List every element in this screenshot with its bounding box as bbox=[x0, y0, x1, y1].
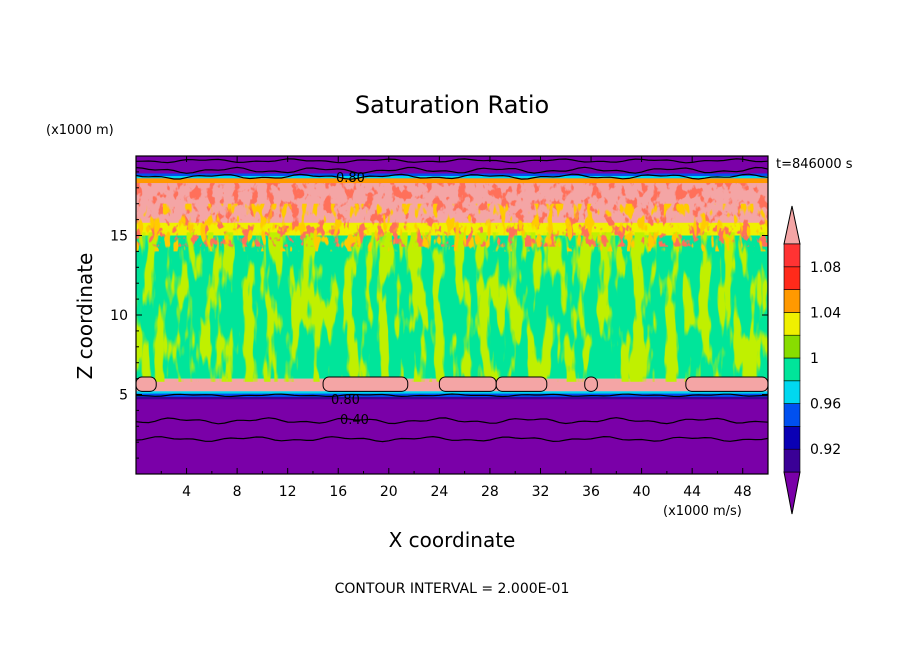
colorbar-box bbox=[783, 448, 801, 473]
transition-band-4 bbox=[136, 393, 768, 397]
x-tick-label: 20 bbox=[380, 484, 398, 500]
y-tick-label: 15 bbox=[110, 229, 128, 245]
y-axis-ticks: 5 10 15 bbox=[110, 171, 768, 459]
x-tick-label: 44 bbox=[683, 484, 701, 500]
x-tick-label: 4 bbox=[182, 484, 191, 500]
colorbar-box bbox=[783, 357, 801, 382]
x-tick-label: 32 bbox=[532, 484, 550, 500]
colorbar-arrow-low bbox=[783, 471, 801, 515]
contour-0.40 bbox=[136, 417, 768, 425]
contour-label-top: 0.80 bbox=[336, 171, 365, 186]
cloud-patch-0 bbox=[136, 376, 157, 392]
x-tick-label: 36 bbox=[582, 484, 600, 500]
colorbar-box bbox=[783, 243, 801, 268]
y-units-label: (x1000 m) bbox=[46, 123, 114, 138]
cloud-patch-1 bbox=[322, 376, 409, 392]
x-tick-label: 8 bbox=[233, 484, 242, 500]
colorbar-box bbox=[783, 334, 801, 359]
transition-band-2 bbox=[136, 173, 768, 176]
transition-band-3 bbox=[136, 391, 768, 394]
cloud-patch-5 bbox=[685, 376, 768, 392]
contour-0.80 bbox=[136, 393, 768, 398]
transition-band-1 bbox=[136, 175, 768, 179]
colorbar-arrow-high bbox=[783, 205, 801, 245]
y-tick-label: 5 bbox=[119, 388, 128, 404]
y-tick-label: 10 bbox=[110, 308, 128, 324]
colorbar-box bbox=[783, 426, 801, 450]
x-tick-label: 28 bbox=[481, 484, 499, 500]
layer-0 bbox=[136, 397, 768, 474]
x-units-label: (x1000 m/s) bbox=[663, 504, 742, 519]
x-tick-label: 24 bbox=[430, 484, 448, 500]
colorbar-box bbox=[783, 380, 801, 404]
colorbar-tick-label: 1 bbox=[810, 351, 819, 367]
contour-interval-footer: CONTOUR INTERVAL = 2.000E-01 bbox=[335, 581, 570, 597]
x-axis-ticks: 4 8 12 16 20 24 28 32 36 40 44 48 bbox=[160, 156, 752, 500]
colorbar-box bbox=[783, 403, 801, 427]
colorbar-tick-label: 0.96 bbox=[810, 397, 841, 413]
contour-low bbox=[136, 435, 768, 443]
transition-band-0 bbox=[136, 178, 768, 184]
x-axis-label: X coordinate bbox=[389, 528, 516, 552]
contour-top-b bbox=[136, 173, 768, 180]
cloud-patch-3 bbox=[495, 376, 548, 392]
x-tick-label: 12 bbox=[279, 484, 297, 500]
near-saturation-texture bbox=[136, 232, 768, 382]
colorbar-tick-label: 1.04 bbox=[810, 305, 841, 321]
colorbar-tick-label: 0.92 bbox=[810, 442, 841, 458]
x-tick-label: 48 bbox=[734, 484, 752, 500]
cloud-patch-2 bbox=[438, 376, 497, 392]
contour-top-c bbox=[136, 158, 768, 164]
colorbar-box bbox=[783, 312, 801, 336]
colorbar: 0.92 0.96 1 1.04 1.08 bbox=[783, 205, 841, 515]
colorbar-box bbox=[783, 266, 801, 290]
cloud-patch-4 bbox=[584, 376, 598, 392]
y-axis-label: Z coordinate bbox=[73, 253, 97, 380]
contour-label-lower-2: 0.40 bbox=[340, 413, 369, 428]
contour-top-a bbox=[136, 166, 768, 174]
chart-title: Saturation Ratio bbox=[355, 91, 549, 119]
transition-band-5 bbox=[136, 396, 768, 400]
contour-field bbox=[136, 156, 768, 474]
x-tick-label: 16 bbox=[329, 484, 347, 500]
colorbar-box bbox=[783, 289, 801, 313]
contour-label-lower-1: 0.80 bbox=[331, 393, 360, 408]
time-label: t=846000 s bbox=[776, 157, 853, 172]
x-tick-label: 40 bbox=[633, 484, 651, 500]
supersaturation-texture-orange bbox=[136, 203, 768, 252]
colorbar-tick-label: 1.08 bbox=[810, 260, 841, 276]
